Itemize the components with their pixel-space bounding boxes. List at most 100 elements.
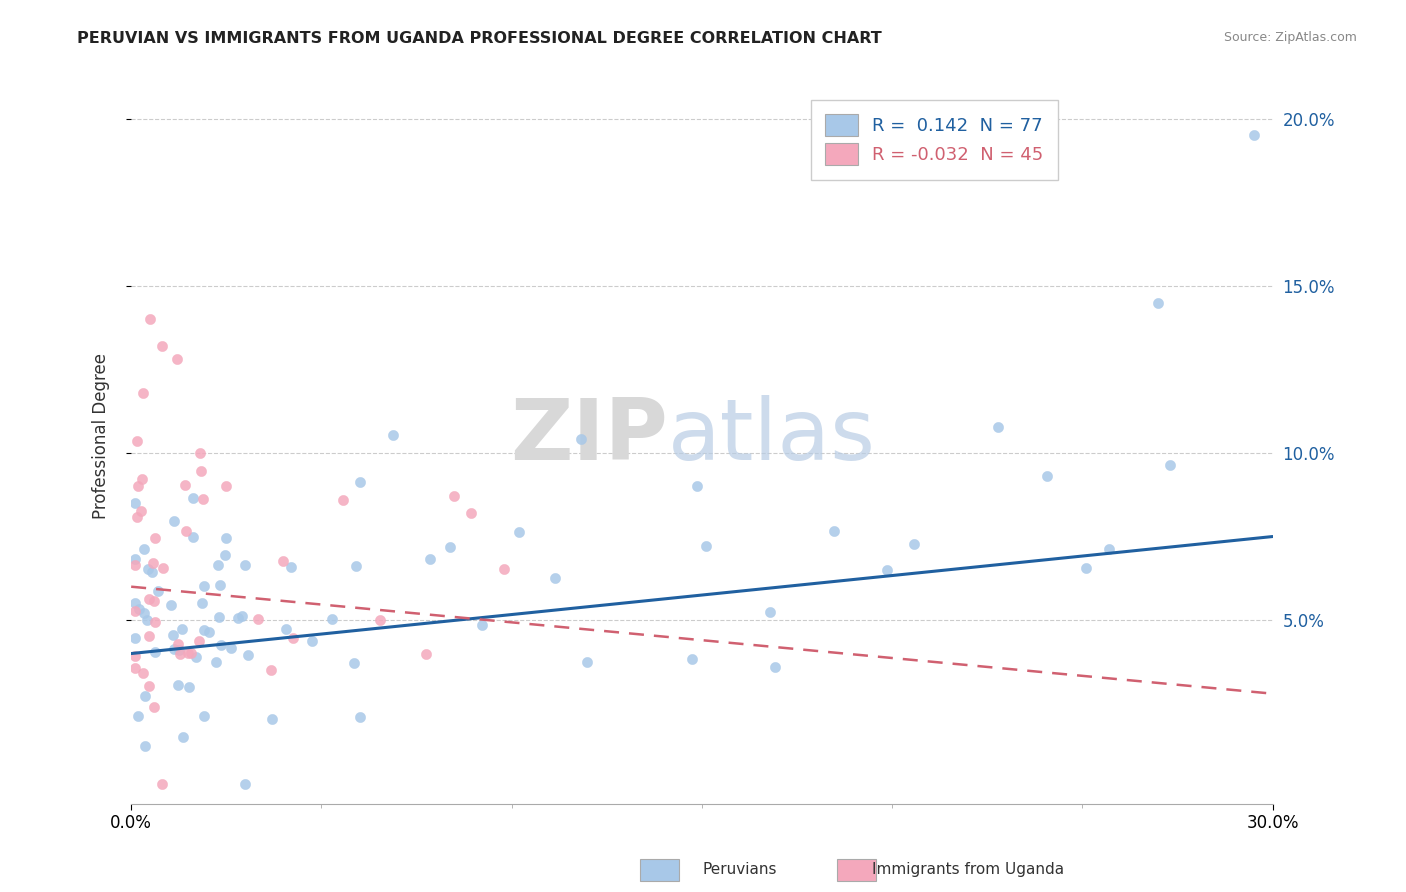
Point bbox=[163, 514, 186, 528]
Point bbox=[197, 624, 219, 639]
Point bbox=[181, 530, 204, 544]
Point bbox=[180, 646, 202, 660]
Point bbox=[167, 642, 190, 657]
Point bbox=[150, 777, 173, 791]
Point bbox=[208, 609, 231, 624]
Point bbox=[177, 646, 200, 660]
Point bbox=[124, 596, 146, 610]
Point bbox=[190, 596, 212, 610]
Point bbox=[247, 612, 270, 626]
Point bbox=[124, 604, 146, 618]
Point bbox=[143, 594, 166, 608]
Point bbox=[139, 312, 162, 326]
Point bbox=[460, 506, 482, 520]
Point bbox=[903, 536, 925, 550]
Point bbox=[132, 606, 155, 620]
Text: Source: ZipAtlas.com: Source: ZipAtlas.com bbox=[1223, 31, 1357, 45]
Point bbox=[127, 709, 149, 723]
Point bbox=[143, 531, 166, 545]
Point bbox=[569, 432, 592, 446]
Point bbox=[124, 551, 146, 566]
Point bbox=[233, 777, 256, 791]
Point bbox=[236, 648, 259, 662]
Point bbox=[1035, 469, 1057, 483]
Point bbox=[166, 352, 188, 367]
Text: atlas: atlas bbox=[668, 395, 876, 478]
Point bbox=[382, 427, 405, 442]
Point bbox=[134, 689, 156, 703]
Point bbox=[131, 472, 153, 486]
Point bbox=[443, 489, 465, 503]
Point bbox=[124, 661, 146, 675]
Point bbox=[415, 647, 437, 661]
Point bbox=[214, 549, 236, 563]
Point bbox=[124, 496, 146, 510]
Point bbox=[138, 629, 160, 643]
Point bbox=[172, 623, 194, 637]
Point bbox=[301, 634, 323, 648]
Point bbox=[215, 479, 238, 493]
Point bbox=[987, 420, 1010, 434]
Point bbox=[191, 491, 214, 506]
Point bbox=[150, 339, 173, 353]
Point bbox=[177, 680, 200, 694]
Point bbox=[166, 637, 188, 651]
Point bbox=[209, 638, 232, 652]
Point bbox=[758, 606, 780, 620]
Point bbox=[681, 652, 703, 666]
Point bbox=[344, 558, 367, 573]
Point bbox=[280, 559, 302, 574]
Point bbox=[260, 712, 283, 726]
Point bbox=[204, 655, 226, 669]
Point bbox=[271, 554, 294, 568]
Point bbox=[763, 659, 786, 673]
Point bbox=[142, 556, 165, 570]
Point bbox=[132, 541, 155, 556]
Point bbox=[231, 608, 253, 623]
Point bbox=[695, 539, 717, 553]
Point bbox=[136, 562, 159, 576]
Point bbox=[686, 479, 709, 493]
Point bbox=[124, 558, 146, 572]
Point bbox=[1159, 458, 1181, 472]
Point bbox=[174, 478, 197, 492]
Point bbox=[508, 524, 530, 539]
Point bbox=[166, 677, 188, 691]
Point bbox=[823, 524, 845, 538]
Point bbox=[193, 623, 215, 637]
Point bbox=[471, 617, 494, 632]
Point bbox=[127, 510, 149, 524]
Point bbox=[221, 641, 243, 656]
Point bbox=[172, 731, 194, 745]
Point bbox=[146, 584, 169, 599]
Point bbox=[184, 650, 207, 665]
Point bbox=[134, 739, 156, 753]
Point bbox=[127, 479, 149, 493]
Point bbox=[181, 491, 204, 505]
Point bbox=[163, 641, 186, 656]
Point bbox=[127, 434, 149, 448]
Point bbox=[281, 631, 304, 645]
Point bbox=[274, 622, 297, 636]
Point bbox=[419, 552, 441, 566]
Point bbox=[332, 492, 354, 507]
Point bbox=[492, 562, 515, 576]
Text: ZIP: ZIP bbox=[510, 395, 668, 478]
Point bbox=[141, 566, 163, 580]
Point bbox=[128, 602, 150, 616]
Point bbox=[349, 709, 371, 723]
Point bbox=[138, 592, 160, 607]
Point bbox=[169, 647, 191, 661]
Point bbox=[439, 541, 461, 555]
Point bbox=[876, 563, 898, 577]
Point bbox=[215, 531, 238, 545]
Point bbox=[188, 446, 211, 460]
Point bbox=[368, 613, 391, 627]
Point bbox=[159, 598, 181, 612]
Point bbox=[1147, 295, 1170, 310]
Point bbox=[233, 558, 256, 572]
Point bbox=[131, 385, 153, 400]
Point bbox=[135, 613, 157, 627]
Point bbox=[193, 709, 215, 723]
Point bbox=[124, 648, 146, 663]
